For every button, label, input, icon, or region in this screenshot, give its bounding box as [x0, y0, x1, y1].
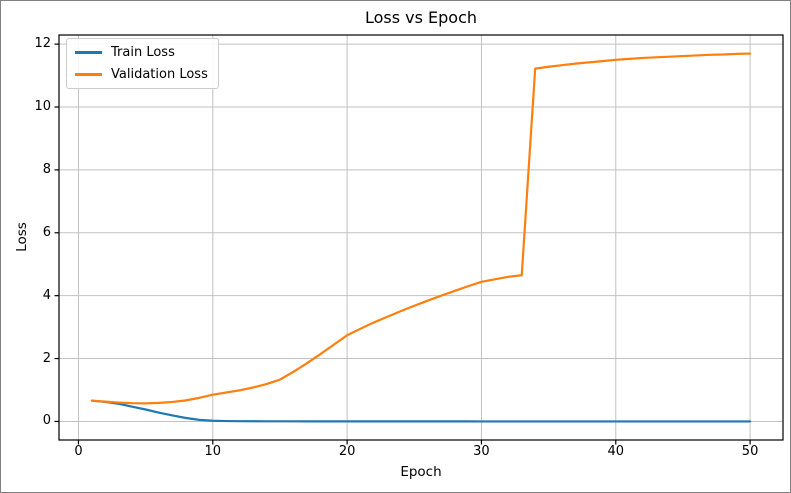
legend-item-validation-loss: Validation Loss [75, 67, 208, 82]
y-tick-label: 10 [34, 99, 51, 114]
validation-loss-line [90, 52, 752, 405]
x-tick-label: 50 [741, 444, 759, 459]
chart-title: Loss vs Epoch [364, 8, 478, 27]
x-tick-label: 40 [607, 444, 625, 459]
axes-spines [58, 34, 784, 441]
y-tick-label: 4 [42, 287, 51, 303]
validation-loss-line-swatch [75, 73, 102, 76]
legend-item-train-loss: Train Loss [75, 45, 208, 60]
x-axis-label: Epoch [400, 464, 442, 480]
y-tick-label: 12 [34, 36, 51, 52]
train-loss-line [90, 399, 752, 423]
x-tick-label: 20 [338, 444, 356, 459]
y-tick-label: 8 [42, 161, 51, 177]
y-tick-label: 2 [42, 350, 51, 366]
x-tick-label: 0 [74, 444, 83, 459]
x-tick-label: 30 [473, 444, 490, 459]
legend-label: Train Loss [111, 45, 175, 60]
legend: Train Loss Validation Loss [66, 38, 219, 89]
x-tick-label: 10 [204, 444, 222, 459]
y-tick-label: 0 [42, 413, 51, 429]
legend-label: Validation Loss [111, 67, 208, 82]
y-tick-label: 6 [42, 224, 51, 240]
train-loss-line-swatch [75, 51, 102, 54]
